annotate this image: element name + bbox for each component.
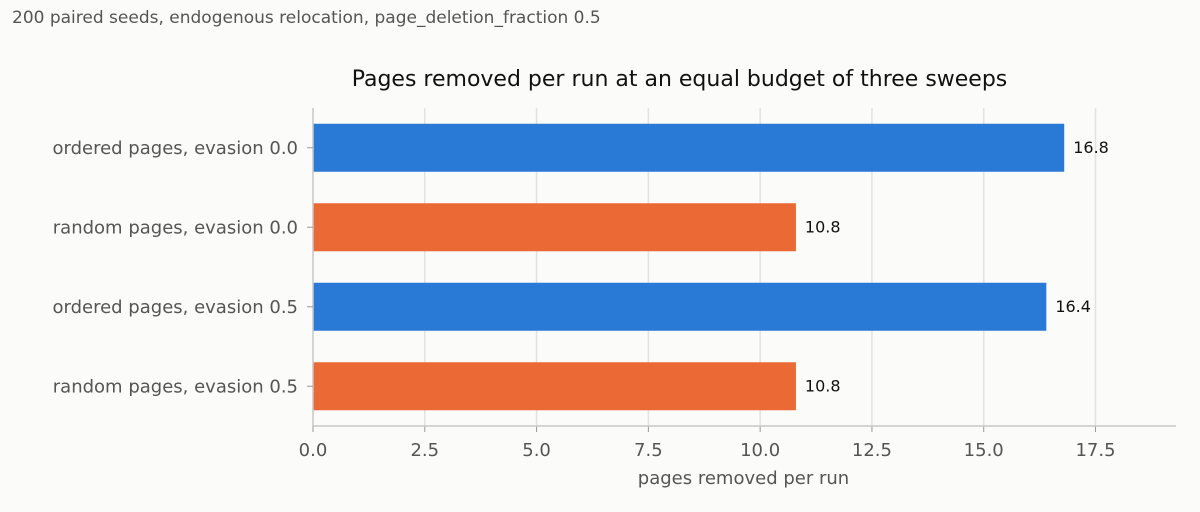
chart-subtitle: 200 paired seeds, endogenous relocation,… bbox=[12, 8, 601, 28]
bar bbox=[313, 282, 1047, 331]
bar bbox=[313, 203, 796, 252]
x-tick-label: 17.5 bbox=[1075, 440, 1115, 461]
data-label: 16.4 bbox=[1055, 297, 1091, 316]
data-label: 16.8 bbox=[1073, 138, 1109, 157]
x-tick-label: 2.5 bbox=[410, 440, 439, 461]
x-tick-label: 7.5 bbox=[634, 440, 663, 461]
x-tick-label: 10.0 bbox=[740, 440, 780, 461]
category-label: ordered pages, evasion 0.5 bbox=[52, 297, 298, 318]
data-label: 10.8 bbox=[805, 376, 841, 395]
category-label: random pages, evasion 0.0 bbox=[53, 217, 298, 238]
x-tick-label: 0.0 bbox=[299, 440, 328, 461]
x-tick-label: 12.5 bbox=[852, 440, 892, 461]
chart-title: Pages removed per run at an equal budget… bbox=[352, 67, 1008, 92]
category-label: ordered pages, evasion 0.0 bbox=[52, 138, 298, 159]
axes bbox=[307, 108, 1176, 432]
bars bbox=[313, 123, 1065, 411]
data-label: 10.8 bbox=[805, 217, 841, 236]
category-label: random pages, evasion 0.5 bbox=[53, 376, 298, 397]
x-tick-label: 15.0 bbox=[964, 440, 1004, 461]
bar bbox=[313, 362, 796, 411]
labels: 0.0 2.5 5.0 7.5 10.0 12.5 15.0 17.5 ordered page… bbox=[52, 138, 1115, 461]
bar bbox=[313, 123, 1065, 172]
x-axis-label: pages removed per run bbox=[638, 468, 849, 489]
x-tick-label: 5.0 bbox=[522, 440, 551, 461]
